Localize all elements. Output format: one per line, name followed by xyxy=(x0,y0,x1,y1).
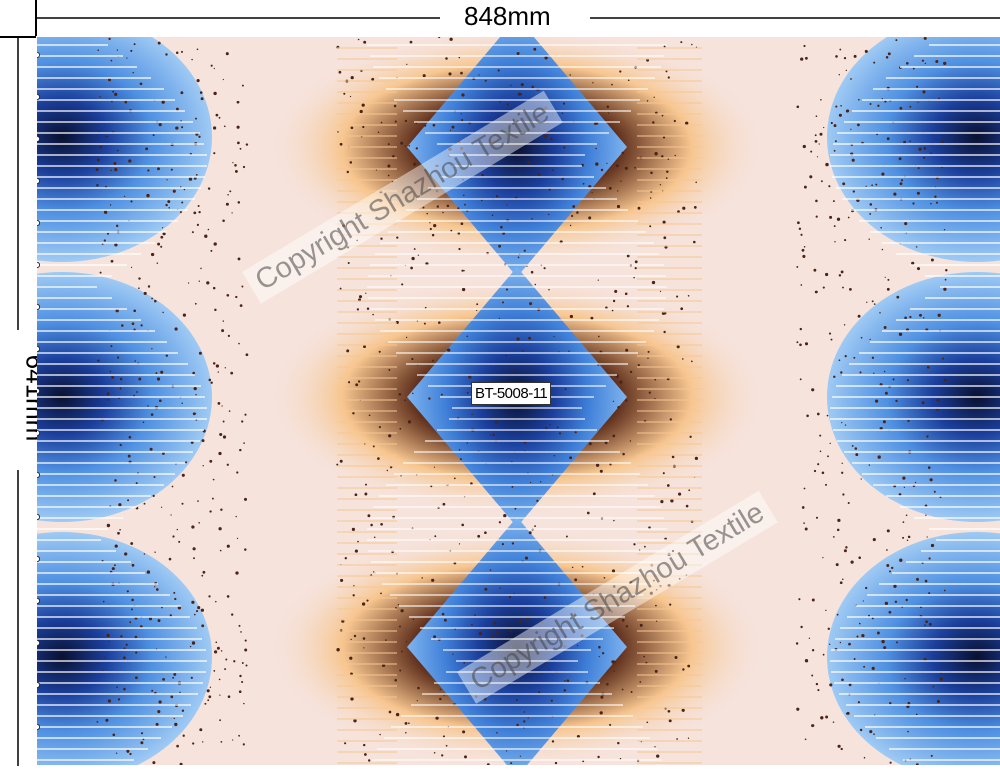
design-code-label: BT-5008-11 xyxy=(471,382,552,405)
width-label: 848mm xyxy=(456,3,559,29)
fabric-pattern xyxy=(37,37,1000,765)
width-dimension-line: 848mm xyxy=(0,0,1000,36)
height-dimension-line: 641mm xyxy=(0,0,50,766)
fabric-print-preview: Copyright Shazhou Textile Copyright Shaz… xyxy=(37,37,1000,765)
